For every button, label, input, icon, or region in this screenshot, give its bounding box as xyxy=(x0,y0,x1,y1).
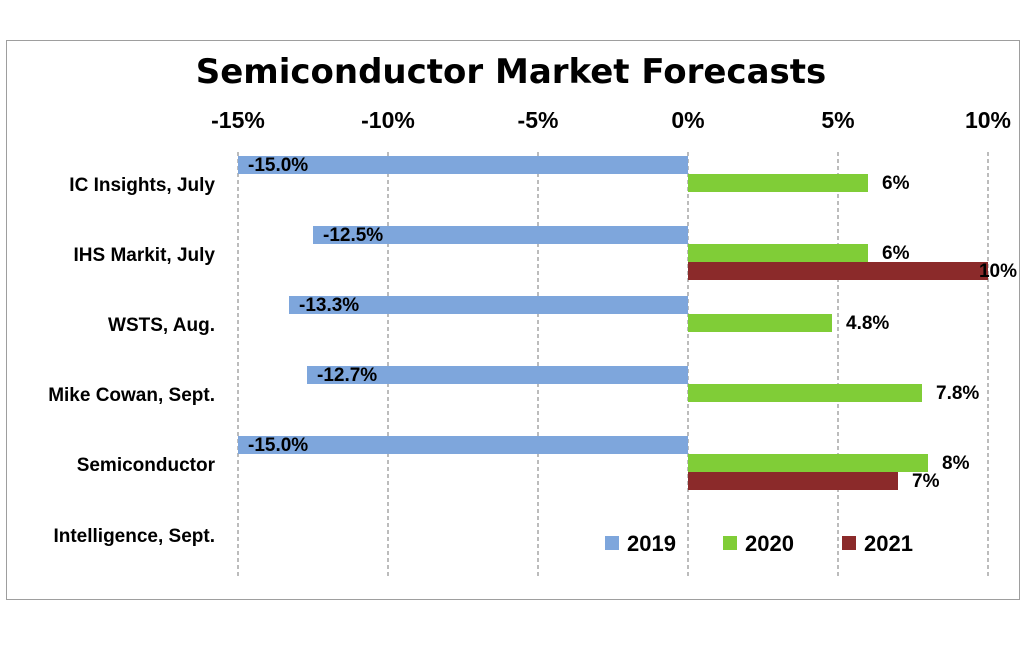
bar-2019 xyxy=(289,296,688,314)
category-labels: IC Insights, July IHS Markit, July WSTS, A… xyxy=(48,175,215,547)
bar-2019 xyxy=(238,156,688,174)
x-tick-label: -10% xyxy=(361,107,415,133)
legend-swatch-2020 xyxy=(723,536,737,550)
data-label: -15.0% xyxy=(248,155,308,176)
category-label: Mike Cowan, Sept. xyxy=(48,385,215,406)
chart-title: Semiconductor Market Forecasts xyxy=(196,52,827,92)
legend-swatch-2021 xyxy=(842,536,856,550)
data-label: -15.0% xyxy=(248,435,308,456)
data-label: 6% xyxy=(882,173,910,194)
bar-2019 xyxy=(313,226,688,244)
x-tick-label: 10% xyxy=(965,107,1011,133)
data-label: 7.8% xyxy=(936,383,979,404)
legend-label: 2019 xyxy=(627,531,676,556)
bar-2021 xyxy=(688,472,898,490)
legend: 2019 2020 2021 xyxy=(605,531,913,556)
x-tick-label: 0% xyxy=(671,107,704,133)
bar-2019 xyxy=(238,436,688,454)
bar-2021 xyxy=(688,262,988,280)
category-label: IHS Markit, July xyxy=(74,245,216,266)
legend-label: 2020 xyxy=(745,531,794,556)
category-label: IC Insights, July xyxy=(69,175,215,196)
x-tick-label: 5% xyxy=(821,107,854,133)
bar-2019 xyxy=(307,366,688,384)
data-label: -12.5% xyxy=(323,225,383,246)
data-label: -13.3% xyxy=(299,295,359,316)
data-label: 6% xyxy=(882,243,910,264)
data-labels: -15.0% -12.5% -13.3% -12.7% -15.0% 6% 6% 4.8% 7.… xyxy=(248,155,1017,492)
chart-frame: Semiconductor Market Forecasts -15% -10% -… xyxy=(6,40,1020,600)
data-label: -12.7% xyxy=(317,365,377,386)
chart-svg: Semiconductor Market Forecasts -15% -10% -… xyxy=(48,52,1017,576)
data-label: 4.8% xyxy=(846,313,889,334)
category-label: Intelligence, Sept. xyxy=(53,526,215,547)
bar-2020 xyxy=(688,174,868,192)
bar-2020 xyxy=(688,384,922,402)
bar-2020 xyxy=(688,454,928,472)
category-label: WSTS, Aug. xyxy=(108,315,215,336)
category-label: Semiconductor xyxy=(77,455,216,476)
bar-2020 xyxy=(688,244,868,262)
bars xyxy=(238,156,988,490)
grid-lines xyxy=(237,152,989,576)
legend-label: 2021 xyxy=(864,531,913,556)
bar-2020 xyxy=(688,314,832,332)
data-label: 10% xyxy=(979,261,1017,282)
x-tick-label: -5% xyxy=(518,107,559,133)
x-tick-labels: -15% -10% -5% 0% 5% 10% xyxy=(211,107,1011,133)
data-label: 7% xyxy=(912,471,940,492)
data-label: 8% xyxy=(942,453,970,474)
x-tick-label: -15% xyxy=(211,107,265,133)
legend-swatch-2019 xyxy=(605,536,619,550)
